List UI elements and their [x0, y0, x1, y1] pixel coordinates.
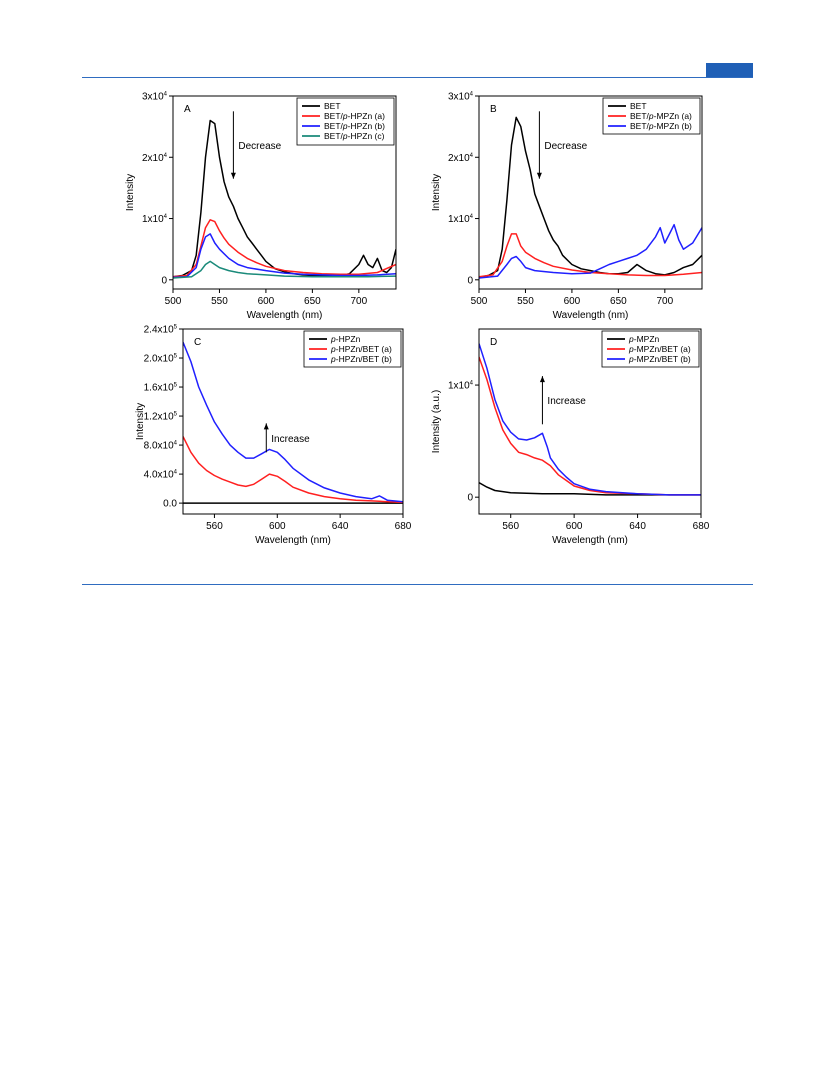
x-tick-label: 700	[350, 296, 367, 307]
y-tick-label: 0	[161, 275, 167, 286]
plot-frame	[182, 328, 404, 515]
legend-entry: BET	[630, 101, 647, 111]
header-rule	[82, 77, 753, 78]
plot-frame	[478, 328, 702, 515]
x-tick-label: 680	[693, 521, 710, 532]
x-axis-label: Wavelength (nm)	[255, 535, 331, 546]
series-line-3	[173, 233, 396, 279]
legend-entry: p-HPZn	[330, 334, 361, 344]
x-tick-label: 500	[165, 296, 182, 307]
annotation-text: Increase	[547, 396, 586, 407]
annotation-text: Decrease	[238, 141, 281, 152]
annotation-arrowhead	[539, 376, 545, 383]
legend-entry: p-MPZn	[628, 334, 660, 344]
series-line-1	[173, 119, 396, 278]
series-line-1	[479, 116, 702, 279]
series-line-2	[479, 233, 702, 278]
annotation-arrowhead	[263, 423, 269, 430]
x-axis-label: Wavelength (nm)	[552, 535, 628, 546]
panel-c: 560 600 640 680 0.0 4.0x104 8.0x104 1.2x105 1.6x…	[135, 325, 412, 547]
y-tick-label: 1.6x105	[144, 383, 178, 394]
panel-label: B	[490, 104, 497, 115]
panel-d: 560 600 640 680 0 1x104 Wavelength (nm) Intensi…	[431, 328, 710, 546]
y-tick-label: 0	[467, 275, 473, 286]
footer-rule	[82, 584, 753, 585]
y-tick-label: 0	[467, 493, 473, 504]
x-tick-label: 600	[258, 296, 275, 307]
plot-frame	[478, 95, 703, 290]
series-line-2	[173, 219, 396, 278]
panel-label: C	[194, 337, 201, 348]
series-line-2	[479, 356, 701, 496]
legend-entry: p-MPZn/BET (b)	[628, 354, 691, 364]
y-tick-label: 0.0	[163, 499, 177, 510]
y-tick-label: 4.0x104	[144, 470, 178, 481]
legend-entry: BET/p-HPZn (a)	[324, 111, 385, 121]
y-tick-label: 2.4x105	[144, 325, 178, 336]
series-line-3	[183, 341, 403, 503]
x-tick-label: 500	[471, 296, 488, 307]
y-tick-label: 1x104	[142, 214, 168, 225]
legend-entry: p-HPZn/BET (a)	[330, 344, 392, 354]
y-axis-label: Intensity	[125, 174, 136, 211]
y-tick-label: 1x104	[448, 381, 474, 392]
y-tick-label: 3x104	[142, 92, 168, 103]
series-line-3	[479, 343, 701, 496]
x-tick-label: 700	[656, 296, 673, 307]
x-tick-label: 560	[502, 521, 519, 532]
y-axis-label: Intensity (a.u.)	[431, 390, 442, 453]
annotation-arrowhead	[536, 172, 542, 179]
x-tick-label: 550	[211, 296, 228, 307]
legend-entry: BET/p-HPZn (c)	[324, 131, 385, 141]
y-tick-label: 2x104	[142, 153, 168, 164]
x-tick-label: 680	[395, 521, 412, 532]
panel-b: 500 550 600 650 700 0 1x104 2x104 3x104 Wavelengt…	[431, 92, 703, 321]
annotation-text: Decrease	[544, 141, 587, 152]
x-tick-label: 600	[269, 521, 286, 532]
legend-entry: p-HPZn/BET (b)	[330, 354, 392, 364]
y-axis-label: Intensity	[135, 403, 146, 440]
legend-entry: BET/p-MPZn (b)	[630, 121, 692, 131]
y-tick-label: 2.0x105	[144, 354, 178, 365]
y-tick-label: 1.2x105	[144, 412, 178, 423]
x-tick-label: 650	[304, 296, 321, 307]
y-tick-label: 8.0x104	[144, 441, 178, 452]
series-line-4	[173, 260, 396, 279]
legend-entry: BET	[324, 101, 341, 111]
annotation-arrowhead	[230, 172, 236, 179]
header-tab	[706, 63, 753, 77]
x-tick-label: 600	[564, 296, 581, 307]
y-axis-label: Intensity	[431, 174, 442, 211]
panel-label: A	[184, 104, 191, 115]
x-tick-label: 640	[332, 521, 349, 532]
legend-entry: BET/p-MPZn (a)	[630, 111, 692, 121]
panel-a: 500 550 600 650 700 0 1x104 2x104 3x104 Wavelengt…	[125, 92, 397, 321]
y-tick-label: 1x104	[448, 214, 474, 225]
legend-entry: p-MPZn/BET (a)	[628, 344, 691, 354]
x-axis-label: Wavelength (nm)	[247, 310, 323, 321]
x-axis-label: Wavelength (nm)	[553, 310, 629, 321]
y-tick-label: 3x104	[448, 92, 474, 103]
x-tick-label: 560	[206, 521, 223, 532]
series-line-3	[479, 223, 702, 279]
x-tick-label: 600	[566, 521, 583, 532]
y-tick-label: 2x104	[448, 153, 474, 164]
x-tick-label: 650	[610, 296, 627, 307]
annotation-text: Increase	[271, 434, 310, 445]
legend-entry: BET/p-HPZn (b)	[324, 121, 385, 131]
plot-frame	[172, 95, 397, 290]
panel-label: D	[490, 337, 497, 348]
x-tick-label: 550	[517, 296, 534, 307]
x-tick-label: 640	[629, 521, 646, 532]
series-line-2	[183, 436, 403, 504]
